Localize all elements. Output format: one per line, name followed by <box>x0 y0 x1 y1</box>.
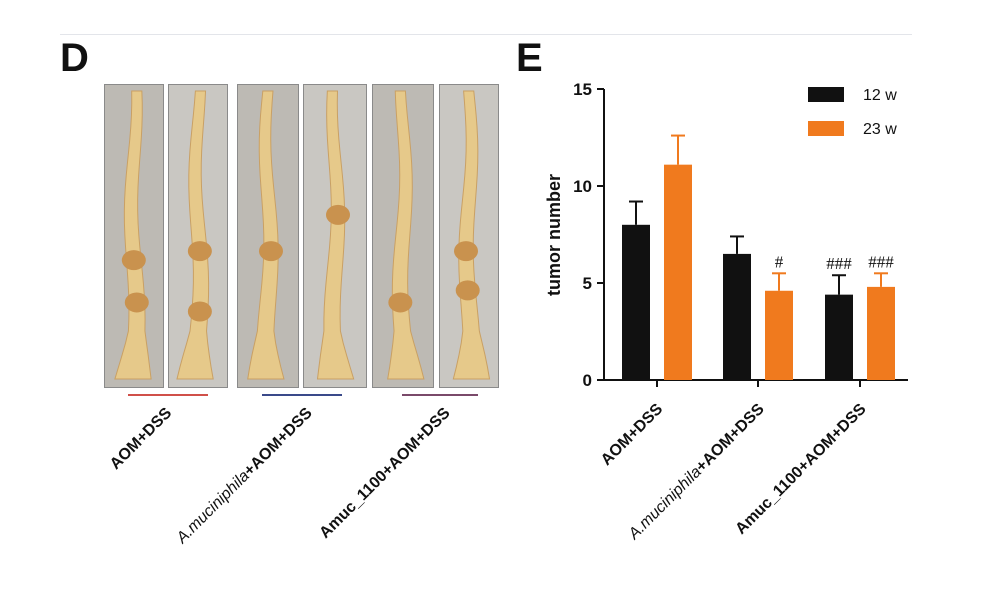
legend-swatch <box>808 87 844 102</box>
top-divider <box>60 34 912 35</box>
significance-mark: ### <box>868 252 894 271</box>
y-tick-label: 5 <box>583 274 592 293</box>
group-underline-3 <box>402 394 478 396</box>
tumor-nodule <box>455 280 480 301</box>
group-underline-1 <box>128 394 208 396</box>
group-underline-2 <box>262 394 342 396</box>
y-tick-label: 0 <box>583 371 592 390</box>
bar <box>765 290 793 380</box>
tumor-nodule <box>258 241 283 262</box>
tumor-nodule <box>187 301 212 322</box>
colon-specimen <box>440 85 498 387</box>
panel-e-letter: E <box>516 36 543 80</box>
bar <box>622 224 650 380</box>
significance-mark: # <box>775 252 784 271</box>
y-tick-label: 10 <box>573 177 592 196</box>
tumor-nodule <box>325 204 350 225</box>
colon-photo <box>237 84 299 388</box>
tumor-nodule <box>187 241 212 262</box>
bar <box>867 286 895 380</box>
legend-swatch <box>808 121 844 136</box>
bar <box>664 164 692 380</box>
colon-photo <box>104 84 164 388</box>
significance-mark: ### <box>826 254 852 273</box>
colon-specimen <box>373 85 433 387</box>
tumor-nodule <box>454 241 479 262</box>
colon-specimen <box>304 85 366 387</box>
colon-photo <box>168 84 228 388</box>
y-axis-label: tumor number <box>544 174 564 296</box>
colon-photo <box>303 84 367 388</box>
tumor-nodule <box>388 292 413 313</box>
colon-photo <box>439 84 499 388</box>
legend-label: 23 w <box>863 121 897 138</box>
panel-d-letter: D <box>60 36 89 80</box>
colon-specimen <box>105 85 163 387</box>
tumor-nodule <box>121 250 146 271</box>
legend-label: 12 w <box>863 87 897 104</box>
tumor-nodule <box>124 292 149 313</box>
colon-specimen <box>238 85 298 387</box>
y-tick-label: 15 <box>573 80 592 99</box>
colon-specimen <box>169 85 227 387</box>
bar <box>825 294 853 380</box>
bar <box>723 253 751 380</box>
colon-photo <box>372 84 434 388</box>
